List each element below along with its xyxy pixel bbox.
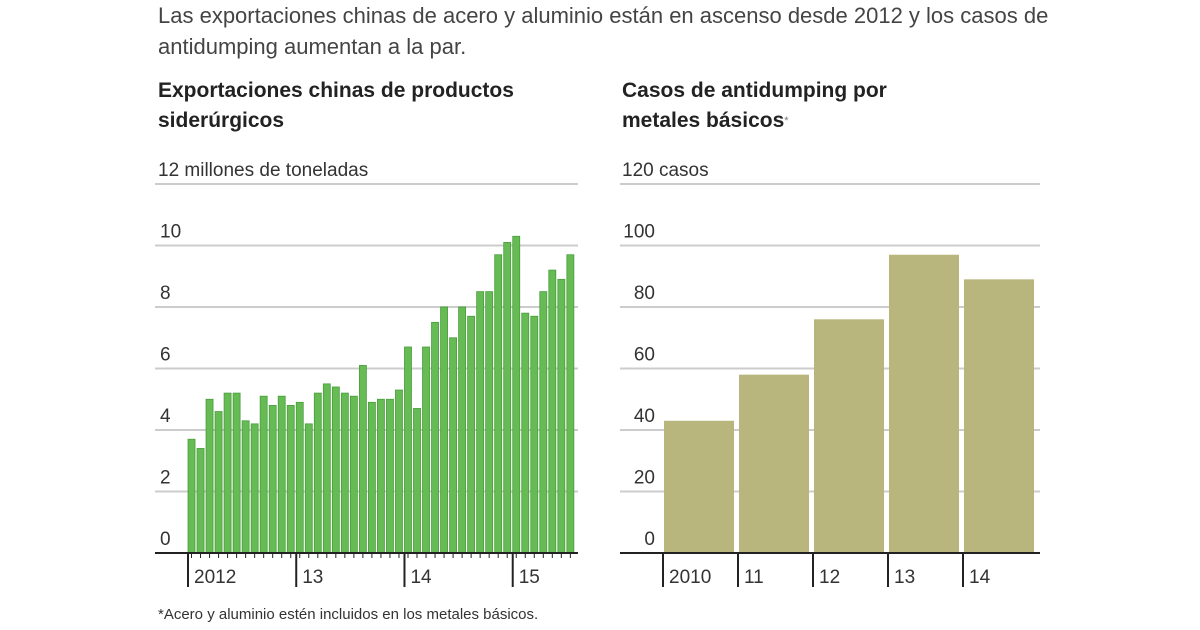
left-xtick-label: 14 [410,567,432,588]
left-bar [485,291,494,554]
left-bar [512,235,521,554]
left-bar [367,401,376,554]
left-bar [313,392,322,554]
right-ytick-label: 80 [634,283,655,304]
right-bar [664,420,734,553]
left-bar [331,386,340,554]
right-ytick-label: 20 [634,468,655,489]
left-ytick-label: 4 [160,406,171,427]
left-bar [422,346,430,554]
left-bar [277,395,286,554]
left-ytick-label: 0 [160,529,171,550]
right-ytick-label: 60 [634,345,655,366]
left-chart-title: Exportaciones chinas de productos siderú… [158,79,514,132]
right-ytick-label: 40 [634,406,655,427]
left-ytick-label: 10 [160,222,181,243]
left-bar [503,242,512,554]
left-bar [530,315,539,554]
left-bar [259,395,268,554]
left-bar [250,423,259,554]
left-bar [187,438,196,554]
left-bar [566,254,575,554]
right-chart-title-text: Casos de antidumping por metales básicos [622,79,887,132]
left-bar [404,346,412,554]
left-bar [214,411,223,554]
left-ytick-label: 8 [160,283,171,304]
left-bar [268,404,277,554]
left-bar [458,306,467,554]
right-xtick-label: 12 [819,567,840,588]
left-bar [377,398,385,554]
left-bar [431,321,439,554]
left-bar [340,392,349,554]
right-bar [739,374,809,553]
left-unit-label: 12 millones de toneladas [158,160,368,181]
left-bar [467,315,476,554]
right-xtick-label: 14 [969,567,991,588]
right-unit-label: 120 casos [622,160,709,181]
left-xtick-label: 13 [302,567,323,588]
left-bar [295,401,304,554]
left-bar [386,398,394,554]
right-xtick-label: 13 [894,567,915,588]
left-bar [286,404,295,554]
left-bar [557,278,566,554]
left-ytick-label: 6 [160,345,171,366]
left-bar [205,398,214,554]
left-bar [440,306,448,554]
footnote: *Acero y aluminio estén incluidos en los… [158,606,539,623]
right-xtick-label: 11 [744,567,764,588]
right-bar [964,279,1034,553]
left-bar [223,392,232,554]
left-bar [494,254,503,554]
left-bar [539,291,548,554]
right-chart-title: Casos de antidumping por metales básicos… [622,76,942,136]
left-bar [349,395,358,554]
left-bar [196,448,205,554]
intro-text: Las exportaciones chinas de acero y alum… [158,3,1049,59]
left-bar [449,337,457,554]
right-xtick-label: 2010 [669,567,711,588]
left-bar [322,383,331,554]
left-xtick-label: 15 [519,567,540,588]
footnote-mark: * [784,115,789,127]
right-ytick-label: 0 [644,529,655,550]
left-bar [358,365,367,554]
left-bar [521,312,530,554]
right-bar [814,319,884,553]
left-bar [413,408,421,554]
left-bar [232,392,241,554]
left-bar [304,423,313,554]
left-bar [241,420,250,554]
left-bar [395,389,403,554]
left-bar [548,269,557,554]
left-xtick-label: 2012 [194,567,236,588]
left-bar [476,291,485,554]
left-ytick-label: 2 [160,468,171,489]
right-ytick-label: 100 [623,222,655,243]
right-bar [889,254,959,553]
